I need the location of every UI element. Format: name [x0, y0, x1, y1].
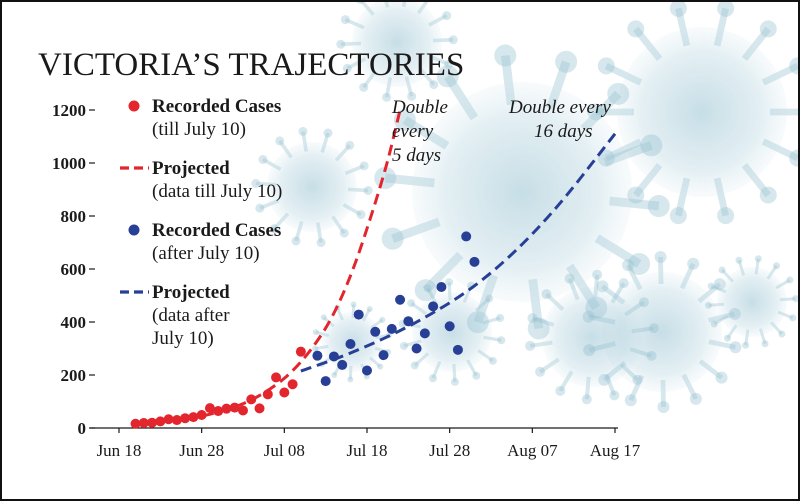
legend-item: Projected(data till July 10): [120, 158, 282, 202]
data-point: [279, 387, 290, 398]
y-tick-label: 600: [61, 260, 87, 279]
chart-title: VICTORIA’S TRAJECTORIES: [38, 47, 464, 83]
series-layer: [130, 109, 617, 429]
y-axis: 0 200 400 600 800 1000 1200: [52, 101, 95, 438]
data-point: [204, 403, 215, 414]
virus-particle: [587, 2, 798, 225]
y-tick-label: 200: [61, 366, 87, 385]
projection-line: [135, 109, 402, 426]
series-4: [300, 132, 617, 373]
legend-subtitle: (till July 10): [152, 119, 246, 140]
legend-title: Recorded Cases: [152, 96, 281, 117]
projection-line: [300, 132, 617, 373]
data-point: [196, 410, 207, 421]
legend-title: Recorded Cases: [152, 220, 281, 241]
legend-item: Recorded Cases(till July 10): [128, 96, 281, 140]
data-point: [436, 282, 447, 293]
x-tick-label: Jun 28: [179, 441, 224, 460]
data-point: [254, 403, 265, 414]
annotation-text: 5 days: [392, 145, 441, 166]
data-point: [386, 323, 397, 334]
legend-title: Projected: [152, 158, 230, 179]
series-3: [312, 231, 480, 387]
annotation-text: every: [392, 121, 434, 142]
y-tick-label: 1000: [52, 154, 86, 173]
series-1: [130, 346, 306, 429]
x-axis: Jun 18 Jun 28 Jul 08 Jul 18 Jul 28 Aug 07 Aug …: [90, 427, 641, 460]
data-point: [461, 231, 472, 242]
data-point: [337, 359, 348, 370]
data-point: [345, 338, 356, 349]
data-point: [378, 350, 389, 361]
x-tick-label: Jul 08: [264, 441, 305, 460]
doubling-annotation: Double every 5 days: [391, 97, 448, 166]
legend-item: Recorded Cases(after July 10): [128, 220, 281, 264]
y-tick-label: 1200: [52, 101, 86, 120]
doubling-annotation: Double every 16 days: [508, 97, 611, 142]
data-point: [419, 328, 430, 339]
data-point: [395, 294, 406, 305]
virus-background-illustration: [251, 2, 798, 413]
data-point: [469, 256, 480, 267]
data-point: [262, 389, 273, 400]
x-tick-label: Jul 18: [346, 441, 387, 460]
data-point: [295, 346, 306, 357]
data-point: [444, 321, 455, 332]
virus-particle: [251, 126, 373, 248]
y-tick-label: 400: [61, 313, 87, 332]
virus-particle: [336, 2, 458, 102]
data-point: [180, 413, 191, 424]
legend-subtitle: (after July 10): [152, 243, 260, 264]
legend-subtitle: (data after: [152, 305, 230, 326]
x-tick-label: Aug 07: [507, 441, 558, 460]
data-point: [362, 365, 372, 376]
y-tick-label: 0: [78, 419, 87, 438]
legend-marker: [128, 100, 140, 112]
x-tick-label: Jul 28: [429, 441, 470, 460]
data-point: [147, 417, 158, 428]
series-2: [135, 109, 402, 426]
data-point: [312, 350, 323, 361]
legend-title: Projected: [152, 282, 230, 303]
y-tick-label: 800: [61, 207, 87, 226]
data-point: [452, 344, 463, 355]
data-point: [370, 326, 381, 337]
x-tick-label: Jun 18: [97, 441, 142, 460]
data-point: [411, 343, 422, 354]
data-point: [428, 301, 439, 312]
annotations: Double every 5 days Double every 16 days: [391, 97, 611, 166]
data-point: [271, 372, 282, 383]
data-point: [238, 405, 248, 416]
x-tick-label: Aug 17: [590, 441, 641, 460]
legend-subtitle: (data till July 10): [152, 181, 282, 202]
annotation-text: Double every: [508, 97, 611, 118]
data-point: [320, 376, 331, 387]
data-point: [353, 309, 364, 320]
legend-marker: [128, 224, 140, 236]
legend: Recorded Cases(till July 10)Projected(da…: [120, 96, 282, 349]
annotation-text: 16 days: [534, 121, 593, 142]
data-point: [213, 406, 224, 417]
annotation-text: Double: [391, 97, 448, 118]
virus-particle: [704, 255, 798, 349]
virus-particle: [525, 269, 659, 405]
data-point: [287, 379, 298, 390]
legend-subtitle: July 10): [152, 328, 214, 349]
